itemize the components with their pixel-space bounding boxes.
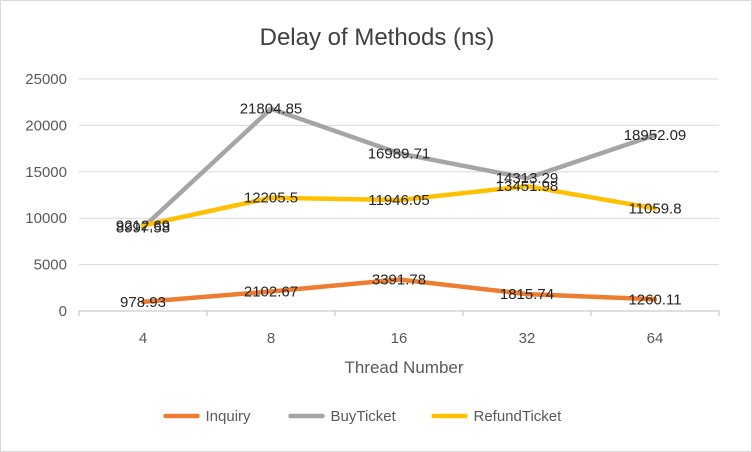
y-tick-label: 25000 [25, 71, 67, 88]
x-axis-ticks: 4 8 16 32 64 [78, 311, 720, 347]
data-labels: 978.93 2102.67 3391.78 1815.74 1260.11 8997.5… [116, 101, 686, 311]
series-line-inquiry [140, 277, 658, 305]
data-label: 16989.71 [368, 145, 431, 162]
y-tick-label: 5000 [34, 257, 67, 274]
y-axis-ticks: 0 5000 10000 15000 20000 25000 [25, 71, 67, 320]
data-label: 2102.67 [244, 283, 298, 300]
x-axis-title: Thread Number [344, 358, 463, 377]
legend: Inquiry BuyTicket RefundTicket [163, 408, 563, 425]
y-tick-label: 15000 [25, 164, 67, 181]
data-label: 14313.29 [496, 170, 559, 187]
legend-label: Inquiry [206, 408, 252, 425]
data-label: 13451.98 [496, 178, 559, 195]
x-tick-label: 8 [267, 330, 275, 347]
series-line-refundticket [140, 183, 658, 228]
x-tick-label: 16 [391, 330, 408, 347]
data-label: 11059.8 [628, 200, 681, 217]
y-tick-label: 10000 [25, 210, 67, 227]
x-tick-label: 4 [139, 330, 147, 347]
data-label: 11946.05 [368, 192, 429, 209]
data-label: 21804.85 [240, 101, 303, 118]
legend-label: RefundTicket [474, 408, 563, 425]
y-tick-label: 0 [59, 303, 67, 320]
chart-title: Delay of Methods (ns) [260, 24, 495, 51]
data-label: 1260.11 [628, 291, 681, 308]
x-tick-label: 32 [519, 330, 536, 347]
data-label: 3391.78 [372, 272, 426, 289]
data-label: 9212.69 [116, 218, 170, 235]
y-tick-label: 20000 [25, 117, 67, 134]
data-label: 18952.09 [624, 127, 687, 144]
data-label: 978.93 [120, 294, 166, 311]
legend-label: BuyTicket [331, 408, 397, 425]
data-label: 12205.5 [244, 190, 298, 207]
data-label: 1815.74 [500, 286, 554, 303]
series-line-buyticket [140, 106, 658, 230]
series-lines [140, 106, 658, 305]
data-label: 8997.58 [116, 220, 170, 237]
x-tick-label: 64 [647, 330, 664, 347]
